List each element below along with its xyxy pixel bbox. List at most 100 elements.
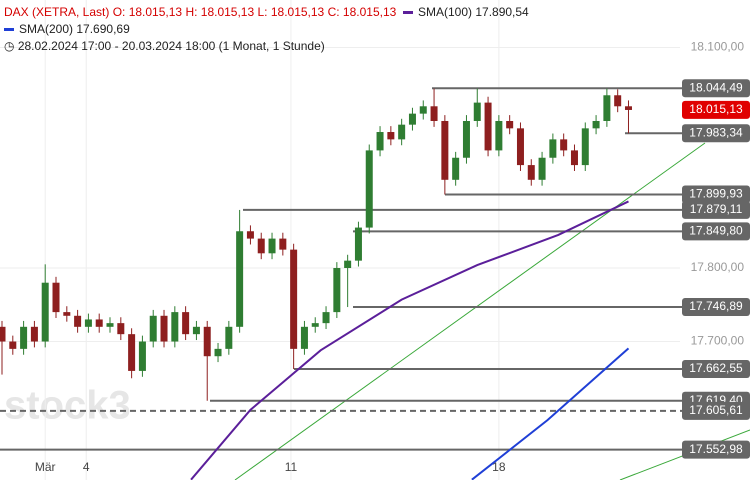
level-label: 17.983,34 (689, 125, 743, 139)
candle-body (365, 150, 373, 228)
candle-body (192, 326, 200, 335)
candle-body (84, 319, 92, 327)
y-tick-label: 18.100,00 (691, 40, 745, 54)
legend-label: SMA(100) (417, 5, 472, 19)
candle-body (408, 113, 416, 125)
level-box (682, 298, 750, 317)
candle-body (376, 132, 384, 151)
candle-body (279, 238, 287, 250)
candle-body (290, 249, 298, 349)
candle-body (592, 120, 600, 129)
candle-body (484, 102, 492, 151)
ohlc: O: 18.015,13 (112, 5, 183, 19)
candle-body (0, 326, 6, 342)
candle-body (214, 348, 222, 357)
candle-body (344, 260, 352, 269)
candle-body (560, 139, 568, 151)
x-tick-label: 18 (492, 460, 506, 474)
header: DAX (XETRA, Last) O: 18.015,13 H: 18.015… (4, 4, 529, 55)
x-tick-label: 4 (83, 460, 90, 474)
candle-body (63, 312, 71, 316)
level-label: 17.746,89 (689, 299, 743, 313)
ohlc: H: 18.015,13 (185, 5, 255, 19)
level-label: 17.899,93 (689, 187, 743, 201)
watermark: stock3 (4, 384, 131, 428)
level-label: 17.662,55 (689, 361, 743, 375)
candle-body (30, 326, 38, 342)
candle-body (354, 227, 362, 261)
level-box (682, 440, 750, 459)
candle-body (398, 124, 406, 140)
candle-body (603, 95, 611, 121)
level-label: 18.015,13 (689, 102, 743, 116)
candle-body (495, 120, 503, 151)
candle-body (171, 312, 179, 342)
x-tick-label: 11 (285, 460, 298, 474)
candle-body (106, 323, 114, 327)
level-label: 17.849,80 (689, 224, 743, 238)
candle-body (614, 95, 622, 107)
level-box (682, 200, 750, 219)
level-box (682, 401, 750, 420)
sma-line (190, 200, 629, 480)
legend-value: 17.690,69 (76, 22, 130, 36)
level-box (682, 360, 750, 379)
candle-body (257, 238, 265, 254)
candle-body (95, 319, 103, 327)
candle-body (441, 120, 449, 180)
candle-body (516, 128, 524, 166)
trend-line (234, 142, 706, 480)
candle-body (462, 120, 470, 158)
candle-body (549, 139, 557, 158)
candle-body (149, 315, 157, 342)
header-line: DAX (XETRA, Last) O: 18.015,13 H: 18.015… (4, 4, 529, 21)
period: (1 Monat, 1 Stunde) (218, 39, 325, 53)
candle-body (128, 334, 136, 371)
level-box (682, 222, 750, 241)
candle-body (246, 231, 254, 239)
legend-value: 17.890,54 (475, 5, 529, 19)
ohlc: L: 18.015,13 (257, 5, 325, 19)
level-box (682, 124, 750, 143)
date-range: 28.02.2024 17:00 - 20.03.2024 18:00 (17, 39, 216, 53)
candle-body (581, 128, 589, 166)
level-box (682, 79, 750, 98)
level-label: 17.879,11 (690, 202, 743, 216)
candle-body (225, 326, 233, 349)
candle-body (52, 282, 60, 313)
y-tick-label: 17.700,00 (691, 334, 745, 348)
candle-body (160, 315, 168, 342)
candle-body (333, 268, 341, 313)
candle-body (624, 106, 632, 110)
legend-label: SMA(200) (19, 22, 74, 36)
candle-body (430, 106, 438, 121)
ohlc: C: 18.015,13 (327, 5, 397, 19)
x-tick-label: Mär (35, 460, 56, 474)
candle-body (311, 323, 319, 327)
candle-body (300, 326, 308, 349)
level-label: 17.605,61 (689, 403, 743, 417)
candle-body (20, 326, 28, 349)
sma-line (471, 347, 630, 480)
header-line: SMA(200) 17.690,69 (4, 21, 529, 38)
legend-swatch (402, 11, 413, 15)
level-box (682, 100, 750, 119)
candle-body (506, 120, 514, 129)
candle-body (538, 157, 546, 180)
candle-body (452, 157, 460, 180)
candle-body (74, 315, 82, 327)
candle-body (9, 341, 17, 349)
candle-body (117, 323, 125, 335)
level-box (682, 185, 750, 204)
candle-body (268, 238, 276, 254)
y-tick-label: 17.800,00 (691, 260, 745, 274)
legend-swatch (4, 28, 14, 32)
candle-body (182, 312, 190, 335)
candle-body (203, 326, 211, 357)
candle-body (419, 106, 427, 114)
candle-body (138, 341, 146, 371)
level-label: 17.552,98 (689, 442, 743, 456)
candle-body (41, 282, 49, 342)
